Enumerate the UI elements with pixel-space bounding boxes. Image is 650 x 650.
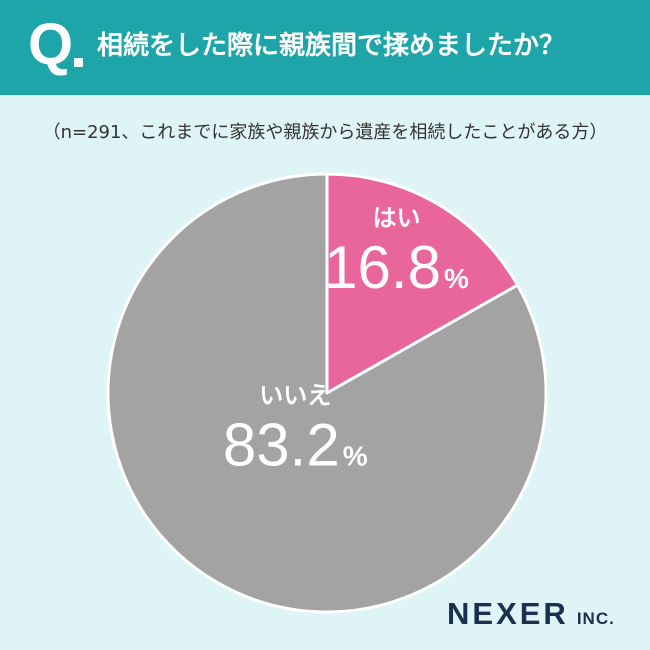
slice-category-label: いいえ: [259, 381, 331, 409]
brand-suffix: INC.: [576, 609, 615, 628]
brand-name: NEXER: [447, 596, 569, 631]
slice-value-label: 83.2%: [223, 411, 368, 478]
slice-category-label: はい: [373, 204, 421, 232]
nexer-logo: NEXER INC.: [447, 594, 615, 640]
sample-note: （n=291、これまでに家族や親族から遺産を相続したことがある方）: [42, 122, 608, 143]
q-mark-dot: [74, 58, 83, 67]
question-header: Q 相続をした際に親族間で揉めましたか？: [0, 0, 650, 95]
slice-value-label: 16.8%: [324, 234, 469, 301]
q-mark: Q: [28, 12, 74, 77]
question-title: 相続をした際に親族間で揉めましたか？: [97, 31, 566, 61]
pie-slice-no: [106, 172, 548, 614]
pie-slice-yes: [325, 172, 520, 395]
